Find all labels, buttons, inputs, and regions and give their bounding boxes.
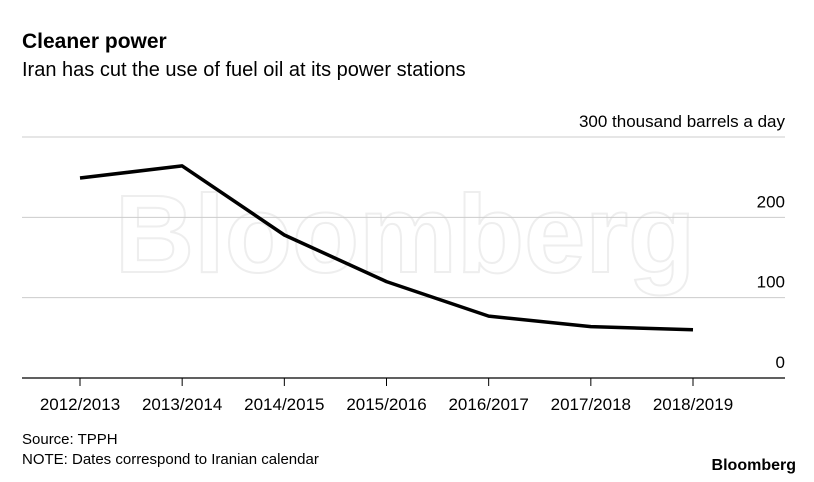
x-tick-label: 2012/2013: [40, 395, 120, 414]
x-tick-label: 2013/2014: [142, 395, 222, 414]
x-tick-label: 2018/2019: [653, 395, 733, 414]
source: Source: TPPH: [22, 431, 118, 448]
x-tick-label: 2016/2017: [448, 395, 528, 414]
x-tick-label: 2014/2015: [244, 395, 324, 414]
logo: Bloomberg: [712, 457, 796, 474]
y-tick-label: 300 thousand barrels a day: [579, 112, 786, 131]
x-tick-label: 2017/2018: [551, 395, 631, 414]
y-tick-label: 0: [776, 353, 785, 372]
x-tick-label: 2015/2016: [346, 395, 426, 414]
y-tick-label: 100: [757, 273, 785, 292]
chart-title: Cleaner power: [22, 30, 167, 53]
y-tick-label: 200: [757, 192, 785, 211]
data-line: [79, 164, 694, 332]
watermark: Bloomberg: [115, 173, 696, 296]
note: NOTE: Dates correspond to Iranian calend…: [22, 451, 319, 468]
chart-subtitle: Iran has cut the use of fuel oil at its …: [22, 59, 466, 81]
